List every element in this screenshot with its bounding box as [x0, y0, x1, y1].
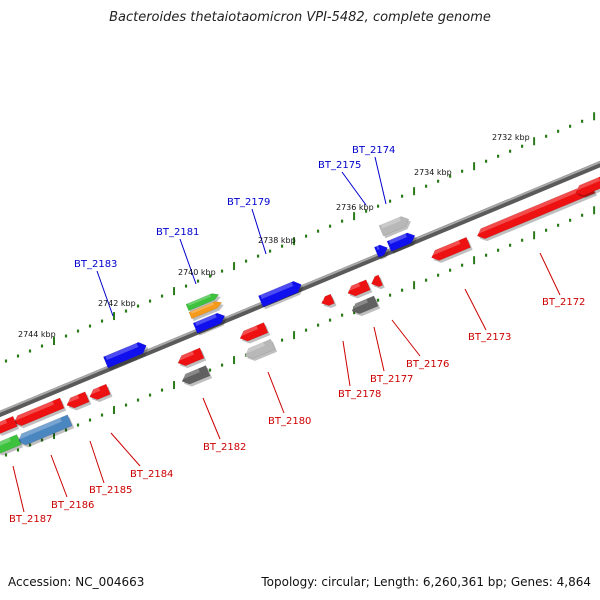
upper-tick-row [4, 112, 596, 363]
gene-label[interactable]: BT_2177 [370, 374, 413, 385]
gene-label[interactable]: BT_2186 [51, 500, 94, 511]
gene-label[interactable]: BT_2178 [338, 389, 381, 400]
leader-line [373, 326, 385, 372]
gene-bt-2177[interactable] [350, 295, 381, 319]
gene-label[interactable]: BT_2187 [9, 514, 52, 525]
leader-line [50, 454, 68, 498]
gene-bt-2178[interactable] [320, 293, 337, 311]
gene-bt-2180-red[interactable] [238, 322, 271, 346]
gene-bt-2179[interactable] [258, 279, 305, 310]
label-leaders [12, 156, 561, 513]
leader-line [251, 208, 267, 255]
gene-label[interactable]: BT_2183 [74, 259, 117, 270]
leader-line [179, 238, 197, 285]
scale-label: 2742 kbp [98, 299, 136, 308]
scale-label: 2738 kbp [258, 236, 296, 245]
gene-bt-2175-b[interactable] [386, 230, 419, 254]
gene-label[interactable]: BT_2185 [89, 485, 132, 496]
gene-label[interactable]: BT_2176 [406, 359, 449, 370]
gene-bt-2177-small[interactable] [369, 274, 385, 292]
map-title: Bacteroides thetaiotaomicron VPI-5482, c… [109, 10, 491, 25]
gene-bt-2177-top[interactable] [346, 279, 373, 301]
gene-bt-2185-long[interactable] [12, 397, 67, 431]
gene-label[interactable]: BT_2179 [227, 197, 270, 208]
gene-bt-2182[interactable] [180, 365, 213, 389]
gene-label[interactable]: BT_2182 [203, 442, 246, 453]
leader-line [96, 270, 114, 317]
scale-label: 2734 kbp [414, 168, 452, 177]
leader-line [202, 397, 221, 440]
gene-label[interactable]: BT_2172 [542, 297, 585, 308]
leader-line [12, 465, 25, 513]
gene-features [0, 173, 600, 458]
scale-label: 2732 kbp [492, 133, 530, 142]
leader-line [391, 319, 421, 357]
gene-bt-2173[interactable] [475, 182, 597, 244]
gene-bt-2184[interactable] [88, 383, 113, 405]
gene-bt-2186[interactable] [16, 414, 75, 450]
scale-label: 2744 kbp [18, 330, 56, 339]
leader-line [89, 440, 105, 484]
topology-text: Topology: circular; Length: 6,260,361 bp… [261, 575, 591, 589]
gene-bt-2182-red[interactable] [176, 347, 207, 371]
gene-label[interactable]: BT_2184 [130, 469, 173, 480]
gene-bt-2176-block[interactable] [429, 236, 473, 266]
gene-bt-2181-orange[interactable] [188, 299, 225, 322]
accession-text: Accession: NC_004663 [8, 575, 145, 589]
gene-bt-2181-green[interactable] [185, 291, 222, 314]
leader-line [539, 252, 561, 296]
gene-label[interactable]: BT_2180 [268, 416, 311, 427]
gene-bt-2183[interactable] [103, 340, 150, 371]
gene-bt-2180[interactable] [243, 338, 278, 364]
leader-line [341, 171, 367, 206]
gene-label[interactable]: BT_2174 [352, 145, 395, 156]
gene-bt-2172[interactable] [574, 173, 600, 201]
gene-bt-2187[interactable] [0, 434, 24, 458]
gene-label[interactable]: BT_2175 [318, 160, 361, 171]
leader-line [267, 371, 285, 414]
gene-label[interactable]: BT_2181 [156, 227, 199, 238]
leader-line [342, 340, 351, 387]
scale-label: 2740 kbp [178, 268, 216, 277]
leader-line [464, 288, 487, 331]
gene-bt-2175[interactable] [374, 242, 391, 260]
label-layer: 2732 kbp 2734 kbp 2736 kbp 2738 kbp 2740 kbp… [9, 133, 585, 525]
leader-line [110, 432, 141, 467]
gene-label[interactable]: BT_2173 [468, 332, 511, 343]
gene-bt-2185[interactable] [65, 391, 92, 413]
gene-bt-2187-red[interactable] [0, 415, 20, 439]
leader-line [374, 156, 387, 205]
backbone-line [0, 160, 600, 418]
scale-label: 2736 kbp [336, 203, 374, 212]
gene-bt-2181[interactable] [192, 310, 229, 336]
gene-bt-2174[interactable] [378, 214, 413, 239]
